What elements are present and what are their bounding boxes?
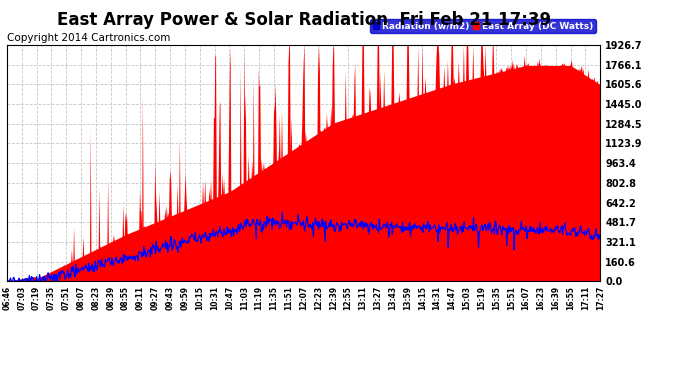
Text: East Array Power & Solar Radiation  Fri Feb 21 17:39: East Array Power & Solar Radiation Fri F… <box>57 11 551 29</box>
Legend: Radiation (w/m2), East Array (DC Watts): Radiation (w/m2), East Array (DC Watts) <box>370 19 595 33</box>
Text: Copyright 2014 Cartronics.com: Copyright 2014 Cartronics.com <box>8 33 171 43</box>
